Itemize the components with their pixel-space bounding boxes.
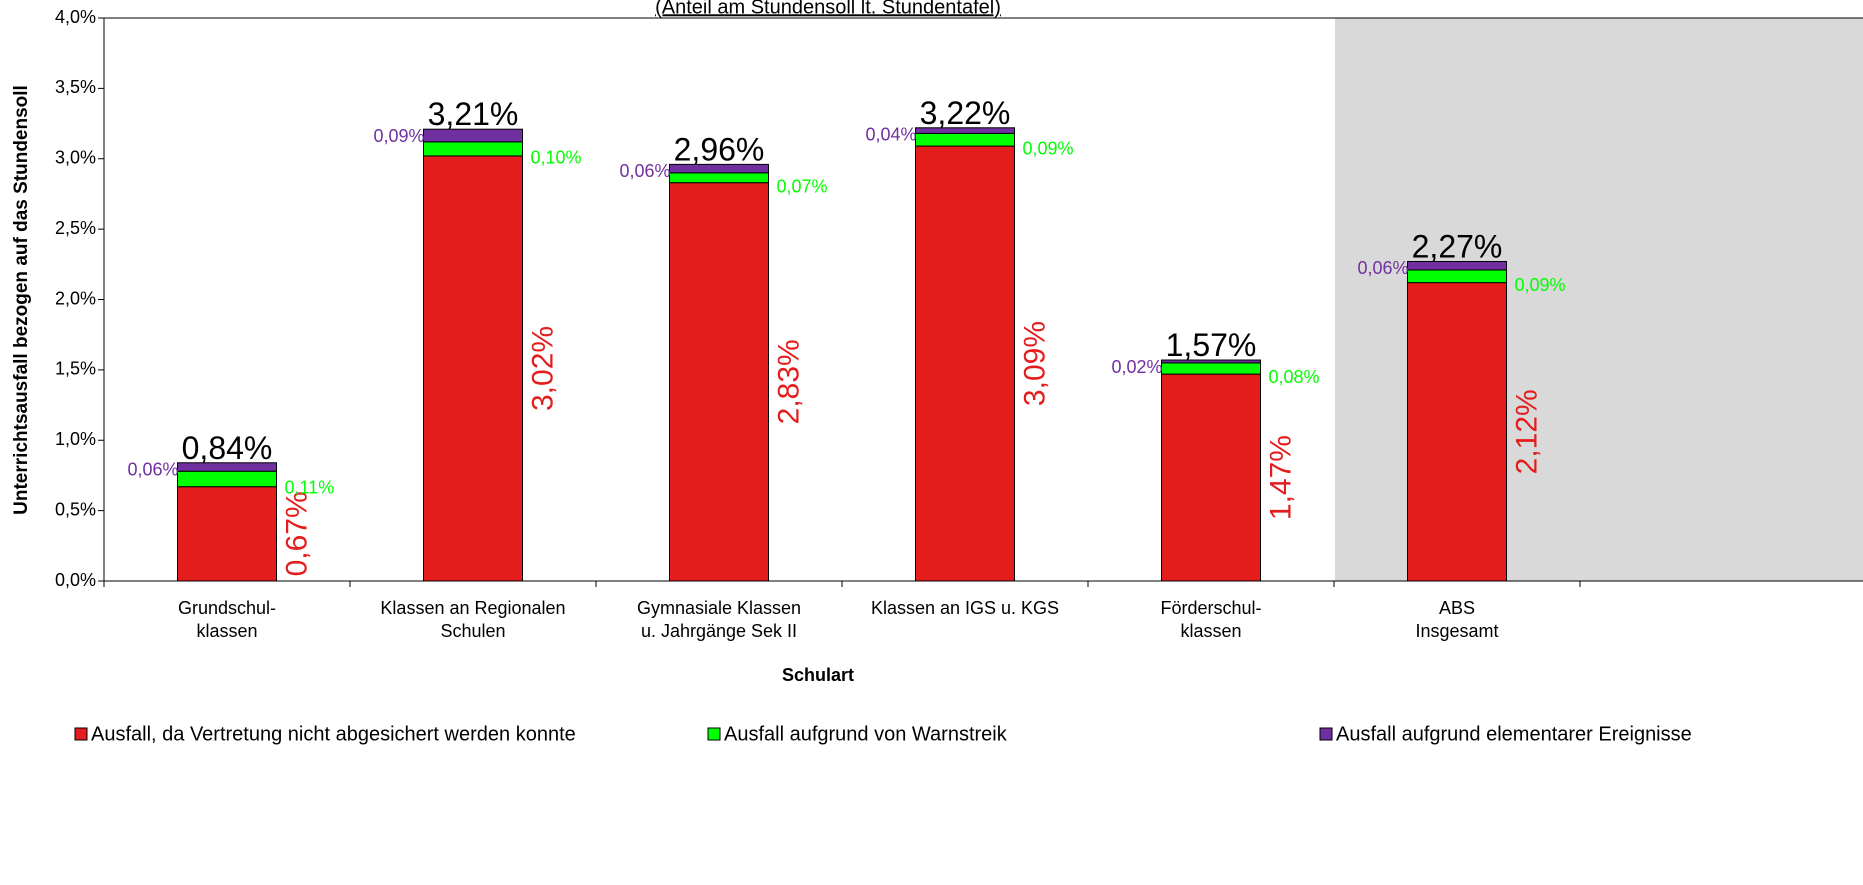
value-label: 0,07% <box>777 177 828 197</box>
total-label: 3,22% <box>920 95 1011 131</box>
bar-segment <box>1161 373 1261 582</box>
value-label: 0,06% <box>127 460 178 480</box>
legend-swatch <box>74 727 88 741</box>
total-label: 3,21% <box>428 96 519 132</box>
bar-segment <box>1161 362 1261 375</box>
legend-swatch <box>1319 727 1333 741</box>
bar-segment <box>1161 359 1261 364</box>
value-label: 0,04% <box>865 125 916 145</box>
chart-subtitle: (Anteil am Stundensoll lt. Stundentafel) <box>655 0 1001 18</box>
value-label: 2,83% <box>772 339 805 424</box>
total-label: 2,27% <box>1412 228 1503 264</box>
value-label: 3,09% <box>1018 321 1051 406</box>
value-label: 0,06% <box>619 161 670 181</box>
bar-segment <box>423 128 523 143</box>
value-label: 0,10% <box>531 148 582 168</box>
legend-label: Ausfall aufgrund von Warnstreik <box>724 723 1008 745</box>
y-tick-label: 3,0% <box>55 148 96 168</box>
value-label: 2,12% <box>1510 389 1543 474</box>
legend-label: Ausfall, da Vertretung nicht abgesichert… <box>91 723 576 745</box>
y-tick-label: 1,5% <box>55 359 96 379</box>
value-label: 1,47% <box>1264 435 1297 520</box>
value-label: 0,08% <box>1269 367 1320 387</box>
y-tick-label: 0,5% <box>55 499 96 519</box>
bar-segment <box>669 172 769 184</box>
y-tick-label: 3,5% <box>55 77 96 97</box>
x-tick-label: Förderschul-klassen <box>1160 598 1261 641</box>
x-tick-label: ABS Insgesamt <box>1415 598 1498 641</box>
x-tick-label: Grundschul-klassen <box>178 598 276 641</box>
y-tick-label: 4,0% <box>55 7 96 27</box>
bar-segment <box>1407 282 1507 582</box>
legend-swatch <box>707 727 721 741</box>
total-label: 2,96% <box>674 131 765 167</box>
x-tick-label: Klassen an Regionalen Schulen <box>380 598 565 641</box>
y-tick-label: 2,0% <box>55 288 96 308</box>
bar-segment <box>915 127 1015 134</box>
y-axis-title: Unterrichtsausfall bezogen auf das Stund… <box>11 85 32 515</box>
legend-label: Ausfall aufgrund elementarer Ereignisse <box>1336 723 1692 745</box>
bar-segment <box>1407 269 1507 284</box>
value-label: 0,09% <box>373 126 424 146</box>
bar-segment <box>915 145 1015 582</box>
y-tick-label: 1,0% <box>55 429 96 449</box>
value-label: 0,67% <box>280 491 313 576</box>
bar-segment <box>177 462 277 472</box>
total-label: 0,84% <box>182 430 273 466</box>
value-label: 0,09% <box>1023 138 1074 158</box>
bar-segment <box>915 132 1015 147</box>
value-label: 3,02% <box>526 326 559 411</box>
value-label: 0,06% <box>1357 258 1408 278</box>
value-label: 0,02% <box>1111 357 1162 377</box>
y-tick-label: 0,0% <box>55 570 96 590</box>
bar-segment <box>423 141 523 157</box>
x-tick-label: Klassen an IGS u. KGS <box>871 598 1059 618</box>
bar-segment <box>669 182 769 582</box>
bar-segment <box>423 155 523 582</box>
total-label: 1,57% <box>1166 327 1257 363</box>
x-tick-label: Gymnasiale Klassen u. Jahrgänge Sek II <box>637 598 801 641</box>
bar-segment <box>1407 260 1507 271</box>
bar-segment <box>669 163 769 174</box>
bar-segment <box>177 470 277 488</box>
y-tick-label: 2,5% <box>55 218 96 238</box>
value-label: 0,09% <box>1515 275 1566 295</box>
x-axis-title: Schulart <box>782 665 854 685</box>
value-label: 0,11% <box>285 478 335 498</box>
bar-segment <box>177 486 277 582</box>
